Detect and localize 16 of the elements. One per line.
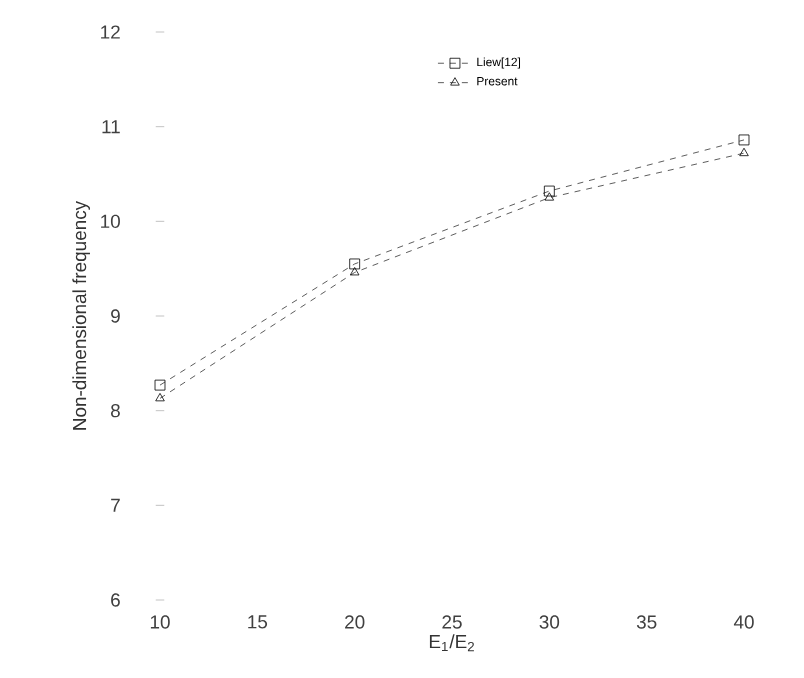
x-tick-label: 15 <box>248 615 268 629</box>
y-tick-label: 12 <box>101 25 120 39</box>
x-axis-title: E$_{1}$/E$_{2}$ <box>429 634 474 652</box>
y-axis-title: Non-dimensional frequency <box>72 200 90 430</box>
x-tick-label: 25 <box>442 615 462 629</box>
x-tick-label: 20 <box>345 615 365 629</box>
x-tick-label: 30 <box>539 615 560 629</box>
x-tick-label: 35 <box>636 615 657 629</box>
y-tick-label: 11 <box>102 120 120 134</box>
y-tick-label: 7 <box>111 498 120 512</box>
y-tick-label: 6 <box>111 593 120 607</box>
x-tick-label: 10 <box>150 615 170 629</box>
x-tick-label: 40 <box>733 615 754 629</box>
y-tick-label: 10 <box>101 214 120 229</box>
y-tick-label: 9 <box>111 309 120 323</box>
y-tick-label: 8 <box>110 403 120 418</box>
